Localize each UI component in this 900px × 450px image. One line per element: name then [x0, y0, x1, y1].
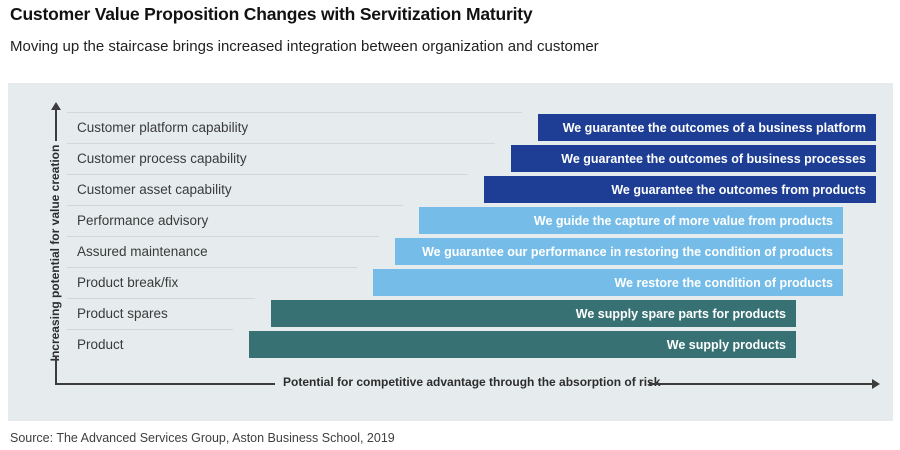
value-proposition-bar: We supply products: [249, 331, 796, 358]
value-proposition-text: We restore the condition of products: [614, 275, 833, 290]
row-separator-line: [67, 143, 495, 144]
x-axis-label: Potential for competitive advantage thro…: [283, 375, 661, 389]
row-separator-line: [67, 267, 357, 268]
page-subtitle: Moving up the staircase brings increased…: [10, 38, 599, 55]
value-proposition-text: We guarantee the outcomes of a business …: [562, 120, 866, 135]
value-proposition-bar: We guarantee the outcomes of a business …: [538, 114, 876, 141]
capability-label: Product: [77, 337, 124, 352]
capability-label: Assured maintenance: [77, 244, 208, 259]
capability-label: Customer asset capability: [77, 182, 232, 197]
value-proposition-text: We guarantee the outcomes from products: [611, 182, 866, 197]
value-proposition-text: We supply products: [666, 337, 786, 352]
arrow-right-icon: [872, 379, 880, 389]
value-proposition-text: We guide the capture of more value from …: [533, 213, 833, 228]
value-proposition-text: We guarantee the outcomes of business pr…: [561, 151, 866, 166]
value-proposition-bar: We supply spare parts for products: [271, 300, 796, 327]
chart-panel: Increasing potential for value creation …: [8, 83, 893, 421]
value-proposition-bar: We guarantee the outcomes from products: [484, 176, 876, 203]
value-proposition-text: We guarantee our performance in restorin…: [422, 244, 833, 259]
x-axis-corner-line: [55, 356, 57, 385]
row-separator-line: [67, 112, 522, 113]
y-axis-arrow-line: [55, 109, 57, 141]
x-axis-line-left: [55, 383, 275, 385]
row-separator-line: [67, 236, 379, 237]
y-axis-label: Increasing potential for value creation: [48, 144, 62, 362]
page-title: Customer Value Proposition Changes with …: [10, 4, 533, 24]
value-proposition-text: We supply spare parts for products: [575, 306, 786, 321]
x-axis-line-right: [649, 383, 874, 385]
capability-label: Product spares: [77, 306, 168, 321]
arrow-up-icon: [51, 102, 61, 110]
capability-label: Product break/fix: [77, 275, 179, 290]
capability-label: Customer process capability: [77, 151, 247, 166]
source-note: Source: The Advanced Services Group, Ast…: [10, 431, 395, 445]
value-proposition-bar: We guide the capture of more value from …: [419, 207, 843, 234]
value-proposition-bar: We restore the condition of products: [373, 269, 843, 296]
row-separator-line: [67, 329, 233, 330]
row-separator-line: [67, 205, 403, 206]
capability-label: Customer platform capability: [77, 120, 249, 135]
capability-label: Performance advisory: [77, 213, 209, 228]
value-proposition-bar: We guarantee our performance in restorin…: [395, 238, 843, 265]
value-proposition-bar: We guarantee the outcomes of business pr…: [511, 145, 876, 172]
row-separator-line: [67, 174, 468, 175]
row-separator-line: [67, 298, 255, 299]
